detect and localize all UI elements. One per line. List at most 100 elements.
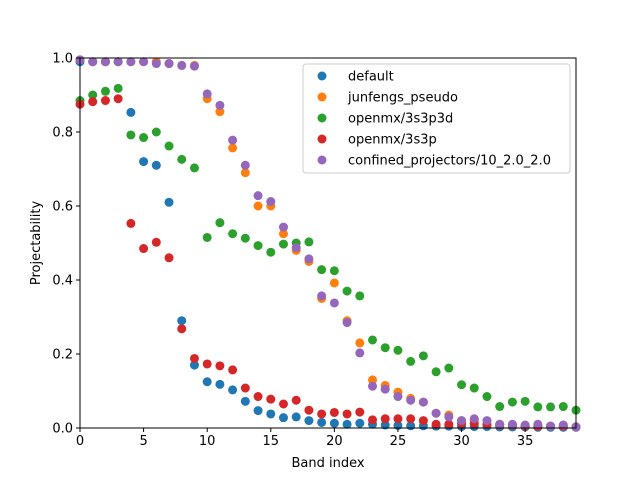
point-series-4-band-19 — [317, 291, 327, 301]
x-axis-label: Band index — [291, 456, 364, 471]
x-tick-label: 35 — [517, 434, 534, 449]
point-series-3-band-5 — [139, 244, 149, 254]
point-series-3-band-6 — [151, 237, 161, 247]
point-series-2-band-27 — [418, 351, 428, 361]
point-series-2-band-34 — [507, 397, 517, 407]
data-points — [75, 55, 581, 432]
point-series-3-band-9 — [189, 353, 199, 363]
point-series-2-band-36 — [533, 402, 543, 412]
legend-marker — [317, 71, 327, 81]
point-series-2-band-33 — [495, 402, 505, 412]
point-series-4-band-11 — [215, 100, 225, 110]
point-series-3-band-7 — [164, 253, 174, 263]
plot-frame — [79, 57, 577, 429]
point-series-2-band-23 — [368, 335, 378, 345]
point-series-2-band-14 — [253, 241, 263, 251]
point-series-3-band-26 — [406, 414, 416, 424]
point-series-2-band-35 — [520, 396, 530, 406]
point-series-0-band-17 — [291, 412, 301, 422]
legend-box — [302, 63, 571, 174]
point-series-0-band-13 — [240, 396, 250, 406]
point-series-2-band-10 — [202, 232, 212, 242]
point-series-3-band-19 — [317, 409, 327, 419]
point-series-3-band-18 — [304, 405, 314, 415]
point-series-2-band-18 — [304, 237, 314, 247]
x-tick-label: 0 — [76, 434, 84, 449]
point-series-3-band-3 — [113, 94, 123, 104]
legend-label: default — [348, 70, 394, 85]
y-tick-label: 0.0 — [52, 422, 73, 437]
point-series-0-band-15 — [266, 409, 276, 419]
y-tick-label: 0.8 — [52, 126, 73, 141]
point-series-1-band-14 — [253, 201, 263, 211]
point-series-2-band-21 — [342, 286, 352, 296]
x-tick-label: 20 — [326, 434, 343, 449]
point-series-0-band-4 — [126, 107, 136, 117]
point-series-2-band-22 — [355, 291, 365, 301]
point-series-4-band-8 — [177, 60, 187, 70]
point-series-1-band-16 — [278, 229, 288, 239]
x-tick-label: 15 — [262, 434, 279, 449]
point-series-1-band-11 — [215, 107, 225, 117]
point-series-0-band-8 — [177, 316, 187, 326]
point-series-0-band-7 — [164, 197, 174, 207]
point-series-4-band-34 — [507, 419, 517, 429]
point-series-2-band-12 — [228, 229, 238, 239]
point-series-3-band-28 — [431, 419, 441, 429]
point-series-2-band-26 — [406, 356, 416, 366]
point-series-4-band-6 — [151, 59, 161, 69]
y-tick-label: 0.6 — [52, 200, 73, 215]
point-series-2-band-13 — [240, 233, 250, 243]
point-series-1-band-12 — [228, 143, 238, 153]
point-series-0-band-6 — [151, 160, 161, 170]
point-series-3-band-21 — [342, 409, 352, 419]
point-series-2-band-28 — [431, 367, 441, 377]
point-series-1-band-23 — [368, 375, 378, 385]
point-series-4-band-36 — [533, 419, 543, 429]
point-series-4-band-4 — [126, 57, 136, 67]
point-series-2-band-38 — [558, 402, 568, 412]
point-series-3-band-8 — [177, 324, 187, 334]
point-series-0-band-9 — [189, 360, 199, 370]
point-series-4-band-18 — [304, 254, 314, 264]
y-axis-label: Projectability — [29, 201, 44, 286]
point-series-4-band-20 — [329, 298, 339, 308]
point-series-4-band-21 — [342, 318, 352, 328]
x-tick-label: 30 — [453, 434, 470, 449]
point-series-3-band-15 — [266, 394, 276, 404]
point-series-4-band-28 — [431, 408, 441, 418]
point-series-3-band-27 — [418, 416, 428, 426]
point-series-4-band-7 — [164, 59, 174, 69]
point-series-0-band-19 — [317, 417, 327, 427]
point-series-2-band-7 — [164, 141, 174, 151]
point-series-1-band-20 — [329, 278, 339, 288]
point-series-3-band-1 — [88, 97, 98, 107]
point-series-2-band-4 — [126, 130, 136, 140]
point-series-4-band-1 — [88, 57, 98, 67]
point-series-2-band-29 — [444, 363, 454, 373]
point-series-0-band-14 — [253, 406, 263, 416]
point-series-4-band-37 — [546, 421, 556, 431]
point-series-0-band-11 — [215, 379, 225, 389]
legend-label: openmx/3s3p — [348, 133, 437, 148]
point-series-3-band-2 — [100, 96, 110, 106]
point-series-3-band-12 — [228, 365, 238, 375]
x-tick-label: 25 — [390, 434, 407, 449]
point-series-4-band-15 — [266, 197, 276, 207]
point-series-4-band-2 — [100, 57, 110, 67]
y-tick-label: 0.4 — [52, 274, 73, 289]
point-series-3-band-24 — [380, 414, 390, 424]
point-series-3-band-13 — [240, 383, 250, 393]
point-series-4-band-17 — [291, 243, 301, 253]
point-series-0-band-24 — [380, 420, 390, 430]
point-series-2-band-19 — [317, 265, 327, 275]
y-tick-label: 1.0 — [52, 52, 73, 67]
point-series-2-band-25 — [393, 345, 403, 355]
point-series-3-band-22 — [355, 407, 365, 417]
point-series-2-band-16 — [278, 239, 288, 249]
point-series-0-band-18 — [304, 416, 314, 426]
point-series-2-band-20 — [329, 266, 339, 276]
legend-marker — [317, 113, 327, 123]
point-series-0-band-16 — [278, 413, 288, 423]
